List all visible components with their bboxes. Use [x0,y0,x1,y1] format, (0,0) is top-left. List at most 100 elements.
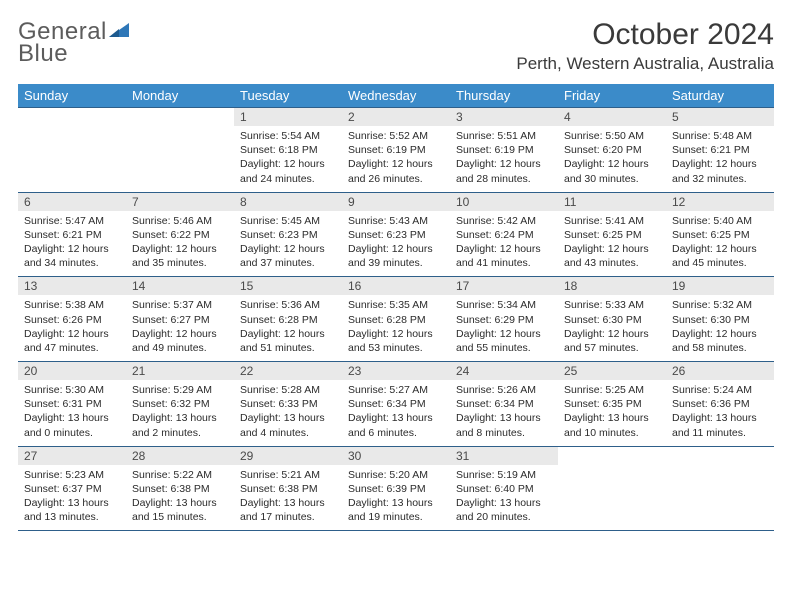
day-line: Sunrise: 5:24 AM [672,383,768,397]
day-line: Sunrise: 5:22 AM [132,468,228,482]
calendar-cell: 2Sunrise: 5:52 AMSunset: 6:19 PMDaylight… [342,108,450,193]
calendar-cell: 16Sunrise: 5:35 AMSunset: 6:28 PMDayligh… [342,277,450,362]
day-line: Sunrise: 5:27 AM [348,383,444,397]
day-header: Thursday [450,84,558,108]
day-number: 29 [234,447,342,465]
calendar-cell: 12Sunrise: 5:40 AMSunset: 6:25 PMDayligh… [666,192,774,277]
calendar-cell: 4Sunrise: 5:50 AMSunset: 6:20 PMDaylight… [558,108,666,193]
day-line: Sunset: 6:28 PM [348,313,444,327]
day-line: Sunset: 6:30 PM [672,313,768,327]
calendar-cell: 18Sunrise: 5:33 AMSunset: 6:30 PMDayligh… [558,277,666,362]
calendar-week-row: 13Sunrise: 5:38 AMSunset: 6:26 PMDayligh… [18,277,774,362]
day-line: Sunset: 6:34 PM [348,397,444,411]
day-content: Sunrise: 5:40 AMSunset: 6:25 PMDaylight:… [666,211,774,277]
day-line: Daylight: 12 hours [348,242,444,256]
day-line: and 55 minutes. [456,341,552,355]
calendar-cell: 7Sunrise: 5:46 AMSunset: 6:22 PMDaylight… [126,192,234,277]
day-line: Daylight: 13 hours [456,411,552,425]
day-line: Daylight: 13 hours [672,411,768,425]
calendar-cell: 21Sunrise: 5:29 AMSunset: 6:32 PMDayligh… [126,362,234,447]
calendar-cell: 23Sunrise: 5:27 AMSunset: 6:34 PMDayligh… [342,362,450,447]
day-line: Daylight: 12 hours [672,157,768,171]
day-line: Sunset: 6:23 PM [348,228,444,242]
day-line: and 58 minutes. [672,341,768,355]
day-line: and 24 minutes. [240,172,336,186]
day-line: and 10 minutes. [564,426,660,440]
calendar-cell: 17Sunrise: 5:34 AMSunset: 6:29 PMDayligh… [450,277,558,362]
day-line: Sunset: 6:36 PM [672,397,768,411]
day-number: 17 [450,277,558,295]
day-header: Monday [126,84,234,108]
day-number: 27 [18,447,126,465]
day-line: Sunset: 6:27 PM [132,313,228,327]
day-line: and 47 minutes. [24,341,120,355]
day-number: 18 [558,277,666,295]
day-line: and 39 minutes. [348,256,444,270]
day-line: Sunset: 6:35 PM [564,397,660,411]
calendar-cell: 1Sunrise: 5:54 AMSunset: 6:18 PMDaylight… [234,108,342,193]
day-line: Sunset: 6:18 PM [240,143,336,157]
day-number: 6 [18,193,126,211]
day-number: 7 [126,193,234,211]
day-content [18,112,126,170]
calendar-cell: 31Sunrise: 5:19 AMSunset: 6:40 PMDayligh… [450,446,558,531]
calendar-cell: 15Sunrise: 5:36 AMSunset: 6:28 PMDayligh… [234,277,342,362]
day-line: Sunrise: 5:54 AM [240,129,336,143]
calendar-cell [18,108,126,193]
day-line: Sunset: 6:37 PM [24,482,120,496]
day-content: Sunrise: 5:46 AMSunset: 6:22 PMDaylight:… [126,211,234,277]
day-line: Sunset: 6:25 PM [672,228,768,242]
day-number: 16 [342,277,450,295]
day-line: and 6 minutes. [348,426,444,440]
day-content: Sunrise: 5:48 AMSunset: 6:21 PMDaylight:… [666,126,774,192]
day-line: Sunrise: 5:23 AM [24,468,120,482]
day-content: Sunrise: 5:19 AMSunset: 6:40 PMDaylight:… [450,465,558,531]
calendar-cell: 10Sunrise: 5:42 AMSunset: 6:24 PMDayligh… [450,192,558,277]
day-number: 30 [342,447,450,465]
day-content: Sunrise: 5:32 AMSunset: 6:30 PMDaylight:… [666,295,774,361]
day-line: Sunrise: 5:47 AM [24,214,120,228]
day-line: Sunrise: 5:50 AM [564,129,660,143]
day-number: 21 [126,362,234,380]
calendar-week-row: 6Sunrise: 5:47 AMSunset: 6:21 PMDaylight… [18,192,774,277]
day-number: 19 [666,277,774,295]
day-line: Sunrise: 5:20 AM [348,468,444,482]
day-line: Daylight: 12 hours [240,327,336,341]
day-line: Sunset: 6:31 PM [24,397,120,411]
day-line: Sunset: 6:34 PM [456,397,552,411]
day-header: Saturday [666,84,774,108]
day-line: Daylight: 13 hours [348,496,444,510]
day-line: Sunrise: 5:45 AM [240,214,336,228]
day-number: 14 [126,277,234,295]
day-line: Daylight: 13 hours [564,411,660,425]
day-line: Sunset: 6:19 PM [348,143,444,157]
day-line: Sunset: 6:38 PM [132,482,228,496]
day-line: and 43 minutes. [564,256,660,270]
day-line: and 49 minutes. [132,341,228,355]
day-line: Daylight: 12 hours [456,242,552,256]
day-number: 31 [450,447,558,465]
day-line: Daylight: 12 hours [240,157,336,171]
day-line: Sunrise: 5:42 AM [456,214,552,228]
day-content: Sunrise: 5:24 AMSunset: 6:36 PMDaylight:… [666,380,774,446]
day-line: Sunset: 6:22 PM [132,228,228,242]
day-line: Sunset: 6:33 PM [240,397,336,411]
day-line: and 15 minutes. [132,510,228,524]
calendar-cell: 25Sunrise: 5:25 AMSunset: 6:35 PMDayligh… [558,362,666,447]
day-header-row: Sunday Monday Tuesday Wednesday Thursday… [18,84,774,108]
day-number: 10 [450,193,558,211]
day-line: Daylight: 12 hours [564,157,660,171]
calendar-cell: 29Sunrise: 5:21 AMSunset: 6:38 PMDayligh… [234,446,342,531]
day-number: 28 [126,447,234,465]
calendar-cell: 11Sunrise: 5:41 AMSunset: 6:25 PMDayligh… [558,192,666,277]
day-line: Sunrise: 5:51 AM [456,129,552,143]
day-line: Sunset: 6:29 PM [456,313,552,327]
day-line: Sunrise: 5:48 AM [672,129,768,143]
day-line: Daylight: 12 hours [240,242,336,256]
day-line: and 41 minutes. [456,256,552,270]
day-line: Daylight: 12 hours [672,327,768,341]
calendar-cell: 27Sunrise: 5:23 AMSunset: 6:37 PMDayligh… [18,446,126,531]
day-line: Daylight: 12 hours [24,242,120,256]
day-line: and 11 minutes. [672,426,768,440]
day-line: Daylight: 12 hours [348,327,444,341]
